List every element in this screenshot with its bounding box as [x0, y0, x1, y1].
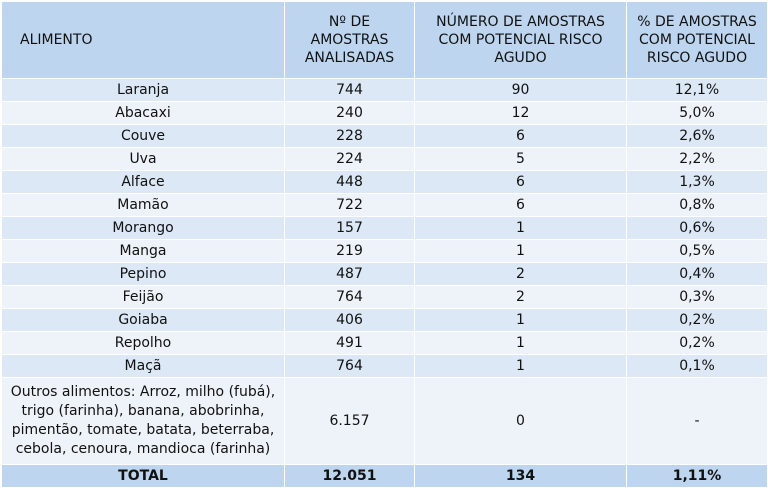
percent-risk-cell: 0,3%	[626, 285, 768, 309]
food-name-cell: Repolho	[1, 331, 285, 355]
samples-analyzed-cell: 722	[284, 193, 415, 217]
food-name-cell: Abacaxi	[1, 101, 285, 125]
table-row: Goiaba 406 1 0,2%	[1, 308, 768, 332]
samples-analyzed-cell: 157	[284, 216, 415, 240]
food-name-cell: Alface	[1, 170, 285, 194]
table-row: Feijão 764 2 0,3%	[1, 285, 768, 309]
percent-risk-cell: 0,6%	[626, 216, 768, 240]
samples-risk-cell: 1	[414, 216, 627, 240]
total-label: TOTAL	[1, 464, 285, 488]
food-name-cell: Laranja	[1, 78, 285, 102]
samples-analyzed-cell: 228	[284, 124, 415, 148]
samples-analyzed-cell: 744	[284, 78, 415, 102]
samples-analyzed-cell: 224	[284, 147, 415, 171]
header-percentual-risco-agudo: % DE AMOSTRAS COM POTENCIAL RISCO AGUDO	[626, 1, 768, 79]
samples-analyzed-cell: 487	[284, 262, 415, 286]
table-row: Maçã 764 1 0,1%	[1, 354, 768, 378]
food-name-cell: Pepino	[1, 262, 285, 286]
table-row: Pepino 487 2 0,4%	[1, 262, 768, 286]
table-row: Manga 219 1 0,5%	[1, 239, 768, 263]
total-percent-risk: 1,11%	[626, 464, 768, 488]
header-amostras-risco-agudo: NÚMERO DE AMOSTRAS COM POTENCIAL RISCO A…	[414, 1, 627, 79]
samples-analyzed-cell: 764	[284, 285, 415, 309]
total-samples-risk: 134	[414, 464, 627, 488]
samples-risk-cell: 6	[414, 170, 627, 194]
table-row: Abacaxi 240 12 5,0%	[1, 101, 768, 125]
table-row: Couve 228 6 2,6%	[1, 124, 768, 148]
samples-risk-cell: 1	[414, 308, 627, 332]
samples-analyzed-cell: 6.157	[284, 377, 415, 465]
samples-risk-cell: 1	[414, 239, 627, 263]
percent-risk-cell: 0,5%	[626, 239, 768, 263]
samples-analyzed-cell: 448	[284, 170, 415, 194]
total-samples-analyzed: 12.051	[284, 464, 415, 488]
percent-risk-cell: 12,1%	[626, 78, 768, 102]
samples-analyzed-cell: 219	[284, 239, 415, 263]
table-row-other-foods: Outros alimentos: Arroz, milho (fubá), t…	[1, 377, 768, 465]
samples-analyzed-cell: 491	[284, 331, 415, 355]
samples-risk-cell: 2	[414, 285, 627, 309]
samples-risk-cell: 90	[414, 78, 627, 102]
table-row: Laranja 744 90 12,1%	[1, 78, 768, 102]
samples-risk-cell: 1	[414, 354, 627, 378]
samples-risk-cell: 1	[414, 331, 627, 355]
food-name-cell: Morango	[1, 216, 285, 240]
samples-risk-cell: 2	[414, 262, 627, 286]
food-name-cell: Manga	[1, 239, 285, 263]
food-name-cell: Outros alimentos: Arroz, milho (fubá), t…	[1, 377, 285, 465]
food-name-cell: Couve	[1, 124, 285, 148]
samples-risk-cell: 12	[414, 101, 627, 125]
percent-risk-cell: 5,0%	[626, 101, 768, 125]
percent-risk-cell: 0,2%	[626, 331, 768, 355]
samples-analyzed-cell: 764	[284, 354, 415, 378]
percent-risk-cell: 0,1%	[626, 354, 768, 378]
header-row: ALIMENTO Nº DE AMOSTRAS ANALISADAS NÚMER…	[1, 1, 768, 79]
food-name-cell: Feijão	[1, 285, 285, 309]
food-name-cell: Goiaba	[1, 308, 285, 332]
table-row: Alface 448 6 1,3%	[1, 170, 768, 194]
table-row: Uva 224 5 2,2%	[1, 147, 768, 171]
table-row: Morango 157 1 0,6%	[1, 216, 768, 240]
percent-risk-cell: 1,3%	[626, 170, 768, 194]
table-row: Repolho 491 1 0,2%	[1, 331, 768, 355]
total-row: TOTAL 12.051 134 1,11%	[1, 464, 768, 488]
samples-risk-cell: 5	[414, 147, 627, 171]
percent-risk-cell: -	[626, 377, 768, 465]
table-row: Mamão 722 6 0,8%	[1, 193, 768, 217]
samples-risk-cell: 0	[414, 377, 627, 465]
percent-risk-cell: 0,8%	[626, 193, 768, 217]
header-alimento: ALIMENTO	[1, 1, 285, 79]
samples-risk-cell: 6	[414, 124, 627, 148]
food-name-cell: Mamão	[1, 193, 285, 217]
food-name-cell: Maçã	[1, 354, 285, 378]
samples-analyzed-cell: 240	[284, 101, 415, 125]
samples-analyzed-cell: 406	[284, 308, 415, 332]
header-amostras-analisadas: Nº DE AMOSTRAS ANALISADAS	[284, 1, 415, 79]
samples-risk-cell: 6	[414, 193, 627, 217]
percent-risk-cell: 0,2%	[626, 308, 768, 332]
food-name-cell: Uva	[1, 147, 285, 171]
percent-risk-cell: 2,2%	[626, 147, 768, 171]
percent-risk-cell: 2,6%	[626, 124, 768, 148]
percent-risk-cell: 0,4%	[626, 262, 768, 286]
